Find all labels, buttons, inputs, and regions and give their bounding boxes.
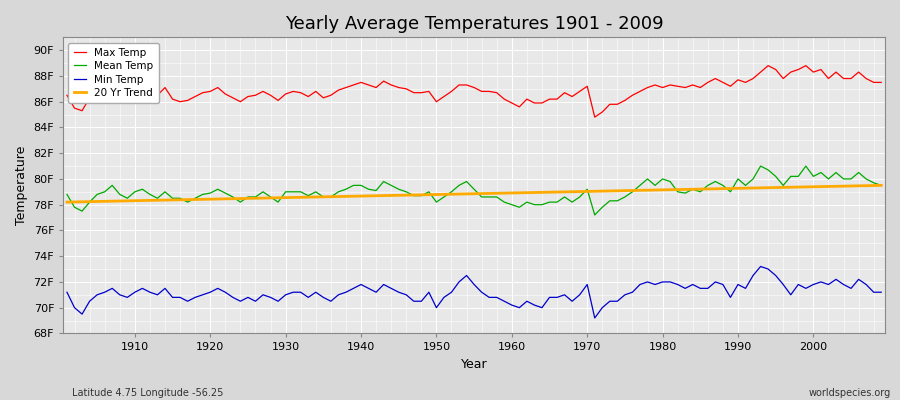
Max Temp bbox=[333, 88, 344, 92]
Mean Temp bbox=[876, 183, 886, 188]
Mean Temp bbox=[605, 198, 616, 203]
Max Temp bbox=[499, 97, 509, 102]
Mean Temp bbox=[755, 164, 766, 168]
Min Temp bbox=[333, 292, 344, 297]
Title: Yearly Average Temperatures 1901 - 2009: Yearly Average Temperatures 1901 - 2009 bbox=[284, 15, 663, 33]
Mean Temp bbox=[61, 192, 72, 197]
Min Temp bbox=[499, 299, 509, 304]
X-axis label: Year: Year bbox=[461, 358, 488, 371]
Text: worldspecies.org: worldspecies.org bbox=[809, 388, 891, 398]
Mean Temp bbox=[507, 202, 517, 207]
Mean Temp bbox=[590, 212, 600, 217]
Line: Mean Temp: Mean Temp bbox=[67, 166, 881, 215]
Max Temp bbox=[122, 93, 132, 98]
Min Temp bbox=[288, 290, 299, 295]
Text: Latitude 4.75 Longitude -56.25: Latitude 4.75 Longitude -56.25 bbox=[72, 388, 223, 398]
Max Temp bbox=[590, 115, 600, 120]
Y-axis label: Temperature: Temperature bbox=[15, 146, 28, 225]
Min Temp bbox=[122, 295, 132, 300]
Max Temp bbox=[876, 80, 886, 85]
Max Temp bbox=[605, 102, 616, 107]
Min Temp bbox=[61, 290, 72, 295]
Legend: Max Temp, Mean Temp, Min Temp, 20 Yr Trend: Max Temp, Mean Temp, Min Temp, 20 Yr Tre… bbox=[68, 42, 158, 103]
Max Temp bbox=[288, 89, 299, 94]
Max Temp bbox=[762, 63, 773, 68]
Max Temp bbox=[507, 100, 517, 105]
Min Temp bbox=[876, 290, 886, 295]
Mean Temp bbox=[122, 196, 132, 201]
Mean Temp bbox=[499, 200, 509, 204]
Min Temp bbox=[605, 299, 616, 304]
Mean Temp bbox=[288, 190, 299, 194]
Line: Max Temp: Max Temp bbox=[67, 66, 881, 117]
Mean Temp bbox=[333, 190, 344, 194]
Min Temp bbox=[590, 316, 600, 320]
Min Temp bbox=[507, 303, 517, 308]
Line: Min Temp: Min Temp bbox=[67, 266, 881, 318]
Min Temp bbox=[755, 264, 766, 269]
Max Temp bbox=[61, 93, 72, 98]
